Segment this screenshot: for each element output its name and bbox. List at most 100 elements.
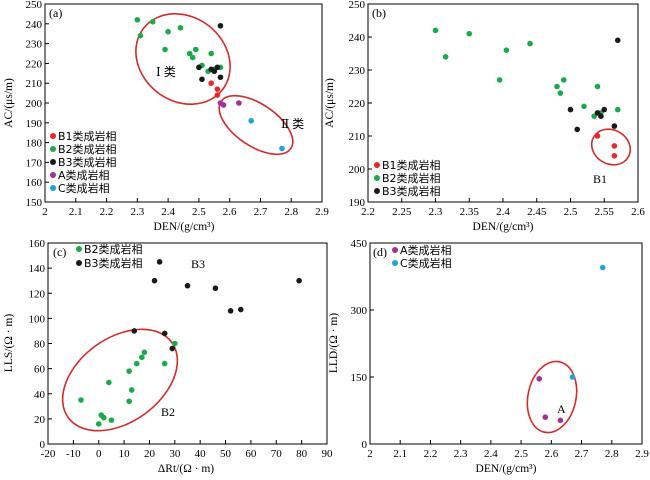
x-tick-label: 2.8 bbox=[284, 206, 298, 218]
x-tick-label: 2.7 bbox=[575, 448, 589, 460]
ellipse-a bbox=[526, 360, 578, 434]
annotation-class-1: Ⅰ 类 bbox=[156, 65, 176, 79]
legend-marker bbox=[50, 159, 56, 165]
data-point bbox=[614, 106, 621, 113]
y-tick-label: 220 bbox=[26, 58, 43, 70]
data-point bbox=[220, 102, 227, 108]
x-tick-label: 40 bbox=[195, 448, 207, 460]
x-tick-label: 2.3 bbox=[130, 206, 144, 218]
ellipse-b1 bbox=[590, 128, 632, 166]
data-point bbox=[611, 123, 618, 129]
legend-marker bbox=[50, 185, 56, 191]
data-point bbox=[557, 417, 564, 424]
data-point bbox=[184, 282, 191, 289]
legend-label: B2类成岩相 bbox=[84, 242, 143, 256]
data-point bbox=[432, 27, 439, 34]
x-tick-label: 2.1 bbox=[69, 206, 83, 218]
x-tick-label: 2.4 bbox=[484, 448, 498, 460]
x-tick-label: 2.7 bbox=[254, 206, 268, 218]
y-tick-label: 0 bbox=[362, 439, 368, 451]
data-point bbox=[208, 50, 214, 57]
y-axis-label: AC/(μs/m) bbox=[3, 78, 15, 128]
legend-label: B3类成岩相 bbox=[58, 155, 117, 169]
data-point bbox=[248, 118, 255, 124]
y-tick-label: 220 bbox=[349, 98, 366, 110]
x-tick-label: 60 bbox=[245, 448, 257, 460]
legend-marker bbox=[50, 133, 56, 139]
data-point bbox=[217, 74, 224, 81]
y-tick-label: 240 bbox=[26, 19, 43, 31]
data-point bbox=[165, 28, 171, 35]
y-tick-label: 230 bbox=[26, 39, 43, 51]
data-point bbox=[594, 133, 601, 139]
panel-c: -20 -10 0 10 20 30 40 50 60 70 80 90 0 20 40 60 80 100 120… bbox=[3, 238, 333, 475]
y-tick-label: 200 bbox=[349, 164, 366, 176]
legend-label: C类成岩相 bbox=[400, 256, 452, 270]
legend-marker bbox=[374, 175, 380, 181]
x-tick-label: 90 bbox=[322, 448, 334, 460]
legend-label: B3类成岩相 bbox=[84, 256, 143, 270]
x-axis-label: ΔRt/(Ω · m) bbox=[158, 463, 214, 475]
data-point bbox=[208, 80, 214, 86]
data-point bbox=[598, 113, 604, 119]
x-tick-label: 30 bbox=[169, 448, 181, 460]
data-point bbox=[560, 77, 567, 83]
y-tick-label: 20 bbox=[34, 414, 46, 426]
data-point bbox=[177, 24, 184, 31]
data-point bbox=[169, 345, 176, 352]
data-point bbox=[134, 17, 141, 23]
legend-label: B2类成岩相 bbox=[382, 171, 441, 185]
legend-label: B1类成岩相 bbox=[382, 158, 441, 172]
data-point bbox=[151, 277, 158, 284]
x-tick-label: 2.5 bbox=[192, 206, 206, 218]
data-point bbox=[527, 40, 533, 47]
legend-marker bbox=[374, 162, 380, 168]
x-axis-label: DEN/(g/cm³) bbox=[154, 221, 215, 233]
x-tick-label: 2.4 bbox=[496, 206, 510, 218]
data-point bbox=[133, 360, 140, 367]
legend-label: B3类成岩相 bbox=[382, 184, 441, 198]
y-tick-label: 140 bbox=[29, 263, 46, 275]
panel-b: 2.2 2.25 2.3 2.35 2.4 2.45 2.5 2.55 2.6 190 200 210… bbox=[324, 0, 645, 233]
data-point bbox=[279, 145, 285, 152]
legend-marker bbox=[392, 260, 398, 266]
legend-label: A类成岩相 bbox=[400, 243, 452, 257]
x-tick-label: 2.3 bbox=[429, 206, 443, 218]
data-point bbox=[101, 414, 107, 421]
data-point bbox=[131, 328, 138, 334]
x-axis-label: DEN/(g/cm³) bbox=[473, 221, 534, 233]
data-point bbox=[442, 54, 449, 60]
data-point bbox=[611, 143, 618, 149]
x-tick-label: 80 bbox=[296, 448, 308, 460]
x-tick-label: 2.2 bbox=[424, 448, 438, 460]
x-tick-label: 2.6 bbox=[631, 206, 645, 218]
legend-marker bbox=[374, 188, 380, 194]
x-tick-label: 2.2 bbox=[361, 206, 375, 218]
panel-tag: (d) bbox=[373, 245, 387, 259]
data-point bbox=[614, 37, 621, 44]
data-point bbox=[581, 103, 587, 110]
data-point bbox=[236, 100, 242, 106]
y-tick-label: 240 bbox=[349, 32, 366, 44]
x-tick-label: 2.9 bbox=[635, 448, 649, 460]
y-tick-label: 190 bbox=[26, 118, 43, 130]
data-point bbox=[212, 285, 219, 292]
data-point bbox=[149, 19, 156, 25]
data-point bbox=[128, 387, 135, 393]
legend-label: B1类成岩相 bbox=[58, 129, 117, 143]
data-point bbox=[161, 360, 168, 367]
data-point bbox=[106, 379, 112, 386]
panel-tag: (b) bbox=[372, 6, 386, 20]
y-tick-label: 230 bbox=[349, 65, 366, 77]
annotation-b3: B3 bbox=[191, 257, 205, 271]
y-tick-label: 160 bbox=[26, 177, 43, 189]
data-point bbox=[542, 414, 549, 421]
y-axis-label: LLS/(Ω · m) bbox=[3, 314, 15, 373]
annotation-a: A bbox=[557, 402, 566, 416]
x-tick-label: 2.9 bbox=[315, 206, 329, 218]
x-axis-label: DEN/(g/cm³) bbox=[476, 463, 537, 475]
x-tick-label: 20 bbox=[144, 448, 156, 460]
legend-marker bbox=[392, 247, 398, 253]
y-tick-label: 210 bbox=[26, 78, 43, 90]
y-tick-label: 40 bbox=[34, 389, 46, 401]
